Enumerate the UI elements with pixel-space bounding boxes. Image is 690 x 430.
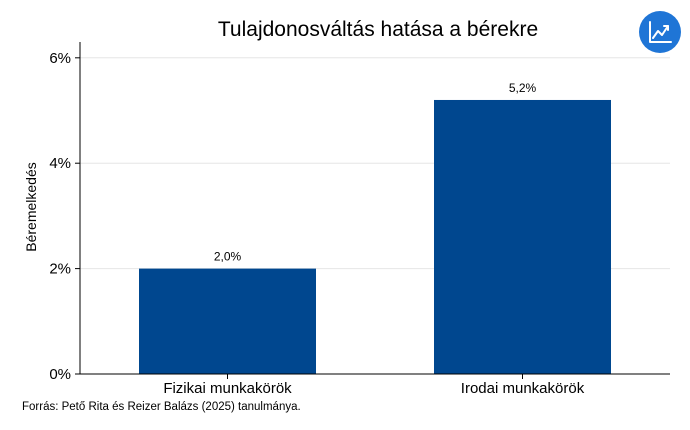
bar [139,268,316,374]
chart-trend-icon[interactable] [639,11,681,53]
x-tick-label: Fizikai munkakörök [163,380,292,397]
y-tick-label: 6% [49,50,71,67]
data-label: 2,0% [214,250,242,264]
bars [139,99,611,374]
x-ticks: Fizikai munkakörök Irodai munkakörök [163,374,585,397]
data-labels: 2,0% 5,2% [214,81,537,264]
bar [434,99,611,374]
y-axis-label: Béremelkedés [23,162,39,252]
x-tick-label: Irodai munkakörök [461,380,585,397]
y-tick-label: 4% [49,155,71,172]
chart-title: Tulajdonosváltás hatása a bérekre [218,18,538,41]
source-note: Forrás: Pető Rita és Reizer Balázs (2025… [22,401,301,413]
data-label: 5,2% [509,81,537,95]
y-ticks: 0% 2% 4% 6% [49,50,80,383]
y-tick-label: 0% [49,366,71,383]
y-tick-label: 2% [49,261,71,278]
logo-glyph [649,21,672,43]
